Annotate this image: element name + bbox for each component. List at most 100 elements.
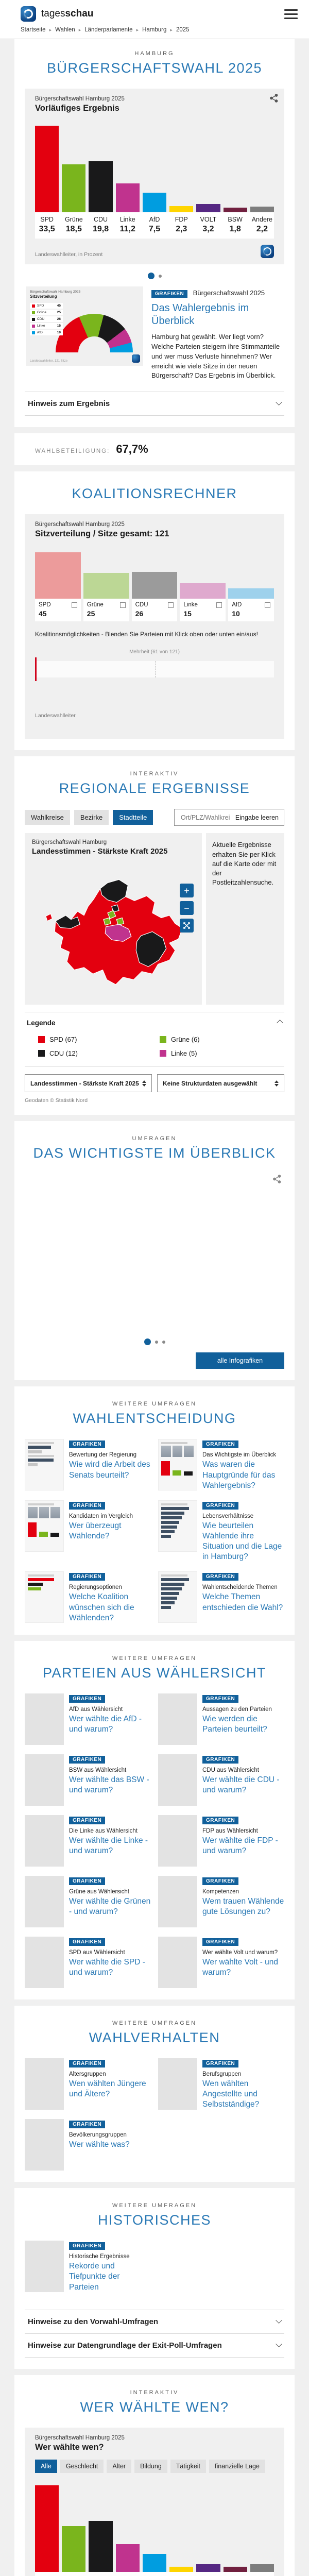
teaser-title[interactable]: Wer wählte die AfD - und warum? xyxy=(69,1714,142,1734)
teaser-card[interactable]: GRAFIKEN Altersgruppen Wen wählten Jüngere… xyxy=(25,2058,151,2110)
tab-wahlkreise[interactable]: Wahlkreise xyxy=(25,810,70,825)
teaser-title[interactable]: Wer überzeugt Wählende? xyxy=(69,1521,122,1540)
overview-teaser[interactable]: Bürgerschaftswahl Hamburg 2025 Sitzverte… xyxy=(26,286,283,381)
accordion-hint[interactable]: Hinweise zu den Vorwahl-Umfragen xyxy=(25,2309,284,2334)
fullscreen-button[interactable] xyxy=(180,919,194,933)
teaser-card[interactable]: GRAFIKEN Regierungsoptionen Welche Koaliti… xyxy=(25,1571,151,1623)
teaser-title[interactable]: Wer wählte die FDP - und warum? xyxy=(202,1836,278,1855)
teaser-card[interactable]: GRAFIKEN Die Linke aus Wählersicht Wer wäh… xyxy=(25,1815,151,1867)
teaser-title[interactable]: Welche Themen entschieden die Wahl? xyxy=(202,1592,283,1612)
carousel-dot[interactable] xyxy=(144,1338,151,1346)
teaser-title[interactable]: Was waren die Hauptgründe für das Wahler… xyxy=(202,1460,276,1490)
teaser-title[interactable]: Wer wählte die CDU - und warum? xyxy=(202,1775,280,1794)
structure-data-select[interactable]: Keine Strukturdaten ausgewählt xyxy=(157,1074,284,1093)
tab-geschlecht[interactable]: Geschlecht xyxy=(60,2459,104,2473)
teaser-title[interactable]: Wer wählte das BSW - und warum? xyxy=(69,1775,149,1794)
teaser-title[interactable]: Das Wahlergebnis im Überblick xyxy=(151,302,249,327)
coalition-party-column[interactable]: AfD 10 xyxy=(228,549,274,622)
coalition-party-column[interactable]: Grüne 25 xyxy=(83,549,129,622)
bar-party-label: BSW xyxy=(224,2575,247,2576)
carousel-dot[interactable] xyxy=(147,273,154,279)
teaser-card[interactable]: GRAFIKEN Kompetenzen Wem trauen Wählende g… xyxy=(158,1875,284,1927)
teaser-title[interactable]: Wen wählten Jüngere und Ältere? xyxy=(69,2079,146,2098)
breadcrumb-link[interactable]: Startseite xyxy=(21,27,46,33)
teaser-title[interactable]: Wem trauen Wählende gute Lösungen zu? xyxy=(202,1896,284,1916)
tab-tätigkeit[interactable]: Tätigkeit xyxy=(170,2459,207,2473)
share-icon[interactable] xyxy=(273,1175,282,1186)
teaser-title[interactable]: Wer wählte die Linke - und warum? xyxy=(69,1836,148,1855)
tab-finanzielle-lage[interactable]: finanzielle Lage xyxy=(209,2459,265,2473)
breadcrumb-link[interactable]: Wahlen xyxy=(55,27,75,33)
carousel-dot[interactable] xyxy=(158,274,162,278)
teaser-title[interactable]: Wer wählte was? xyxy=(69,2140,130,2149)
tab-stadtteile[interactable]: Stadtteile xyxy=(113,810,153,825)
tagesschau-logo[interactable]: tagesschau xyxy=(21,6,93,22)
breadcrumb-link[interactable]: 2025 xyxy=(176,27,190,33)
teaser-title[interactable]: Wie wird die Arbeit des Senats beurteilt… xyxy=(69,1460,150,1480)
teaser-title[interactable]: Wie beurteilen Wählende ihre Situation u… xyxy=(202,1521,282,1562)
coalition-party-column[interactable]: CDU 26 xyxy=(131,549,178,622)
search-input[interactable] xyxy=(180,813,231,822)
teaser-card[interactable]: GRAFIKEN Das Wichtigste im Überblick Was w… xyxy=(158,1439,284,1491)
breadcrumb-link[interactable]: Länderparlamente xyxy=(84,27,133,33)
teaser-card[interactable]: GRAFIKEN Aussagen zu den Parteien Wie werd… xyxy=(158,1693,284,1745)
coalition-party-column[interactable]: Linke 15 xyxy=(180,549,226,622)
teaser-title[interactable]: Wer wählte die Grünen - und warum? xyxy=(69,1896,151,1916)
www-chart-labels: SPD34Grüne18 CDU20 Linke11AfD7FDP2Volt3 BSW… xyxy=(35,2571,274,2576)
teaser-card[interactable]: GRAFIKEN Wahlentscheidende Themen Welche T… xyxy=(158,1571,284,1623)
tab-bezirke[interactable]: Bezirke xyxy=(74,810,109,825)
carousel-placeholder xyxy=(25,1191,284,1331)
alle-infografiken-button[interactable]: alle Infografiken xyxy=(196,1352,284,1369)
teaser-card[interactable]: GRAFIKEN Grüne aus Wählersicht Wer wählte … xyxy=(25,1875,151,1927)
coalition-checkbox[interactable] xyxy=(168,602,174,608)
teaser-title[interactable]: Welche Koalition wünschen sich die Wähle… xyxy=(69,1592,134,1622)
breadcrumb-link[interactable]: Hamburg xyxy=(142,27,167,33)
coalition-checkbox[interactable] xyxy=(71,602,77,608)
accordion-hint[interactable]: Hinweise zur Datengrundlage der Exit-Pol… xyxy=(25,2333,284,2358)
tab-bildung[interactable]: Bildung xyxy=(134,2459,167,2473)
teaser-body: GRAFIKEN Grüne aus Wählersicht Wer wählte … xyxy=(69,1876,151,1927)
bar-party-label: Linke xyxy=(116,2575,140,2576)
teaser-title[interactable]: Rekorde und Tiefpunkte der Parteien xyxy=(69,2262,120,2292)
teaser-title[interactable]: Wie werden die Parteien beurteilt? xyxy=(202,1714,267,1734)
map-metric-select[interactable]: Landesstimmen - Stärkste Kraft 2025 xyxy=(25,1074,152,1093)
thumb-bar xyxy=(161,1592,180,1596)
menu-icon[interactable] xyxy=(284,9,298,19)
teaser-card[interactable]: GRAFIKEN Lebensverhältnisse Wie beurteilen… xyxy=(158,1500,284,1563)
teaser-card[interactable]: GRAFIKEN Kandidaten im Vergleich Wer überz… xyxy=(25,1500,151,1563)
tab-alle[interactable]: Alle xyxy=(35,2459,57,2473)
teaser-card[interactable]: GRAFIKEN Berufsgruppen Wen wählten Angeste… xyxy=(158,2058,284,2110)
bar-label-cell: CDU20 xyxy=(89,2575,112,2576)
tab-alter[interactable]: Alter xyxy=(107,2459,132,2473)
teaser-card[interactable]: GRAFIKEN Wer wählte Volt und warum? Wer wä… xyxy=(158,1936,284,1988)
teaser-card[interactable]: GRAFIKEN FDP aus Wählersicht Wer wählte di… xyxy=(158,1815,284,1867)
teaser-card[interactable]: GRAFIKEN AfD aus Wählersicht Wer wählte di… xyxy=(25,1693,151,1745)
teaser-card[interactable]: GRAFIKEN Historische Ergebnisse Rekorde un… xyxy=(25,2241,151,2293)
hamburg-map[interactable] xyxy=(32,861,195,996)
legend-accordion[interactable]: Legende xyxy=(25,1012,284,1033)
accordion-hinweis-ergebnis[interactable]: Hinweis zum Ergebnis xyxy=(25,392,284,416)
map-legend-item: SPD (67) xyxy=(38,1036,149,1043)
coalition-checkbox[interactable] xyxy=(119,602,126,608)
teaser-title[interactable]: Wer wählte Volt - und warum? xyxy=(202,1957,279,1977)
teaser-card[interactable]: GRAFIKEN CDU aus Wählersicht Wer wählte di… xyxy=(158,1754,284,1806)
coalition-party-column[interactable]: SPD 45 xyxy=(35,549,81,622)
teaser-title[interactable]: Wer wählte die SPD - und warum? xyxy=(69,1957,145,1977)
teaser-title[interactable]: Wen wählten Angestellte und Selbstständi… xyxy=(202,2079,260,2109)
zoom-in-button[interactable]: + xyxy=(180,884,194,898)
map-info-panel: Aktuelle Ergebnisse erhalten Sie per Kli… xyxy=(206,833,284,1005)
coalition-checkbox[interactable] xyxy=(216,602,222,608)
teaser-thumbnail xyxy=(25,2058,64,2110)
teaser-card[interactable]: GRAFIKEN BSW aus Wählersicht Wer wählte da… xyxy=(25,1754,151,1806)
teaser-card[interactable]: GRAFIKEN SPD aus Wählersicht Wer wählte di… xyxy=(25,1936,151,1988)
carousel-dot[interactable] xyxy=(162,1340,165,1344)
carousel-dot[interactable] xyxy=(154,1340,158,1344)
teaser-card[interactable]: GRAFIKEN Bewertung der Regierung Wie wird … xyxy=(25,1439,151,1491)
grafiken-badge: GRAFIKEN xyxy=(69,1501,106,1510)
grafiken-badge: GRAFIKEN xyxy=(202,2059,239,2067)
coalition-checkbox[interactable] xyxy=(264,602,270,608)
clear-input-button[interactable]: Eingabe leeren xyxy=(235,814,279,821)
zoom-out-button[interactable]: − xyxy=(180,901,194,916)
teaser-card[interactable]: GRAFIKEN Bevölkerungsgruppen Wer wählte wa… xyxy=(25,2119,151,2171)
share-icon[interactable] xyxy=(270,94,278,105)
